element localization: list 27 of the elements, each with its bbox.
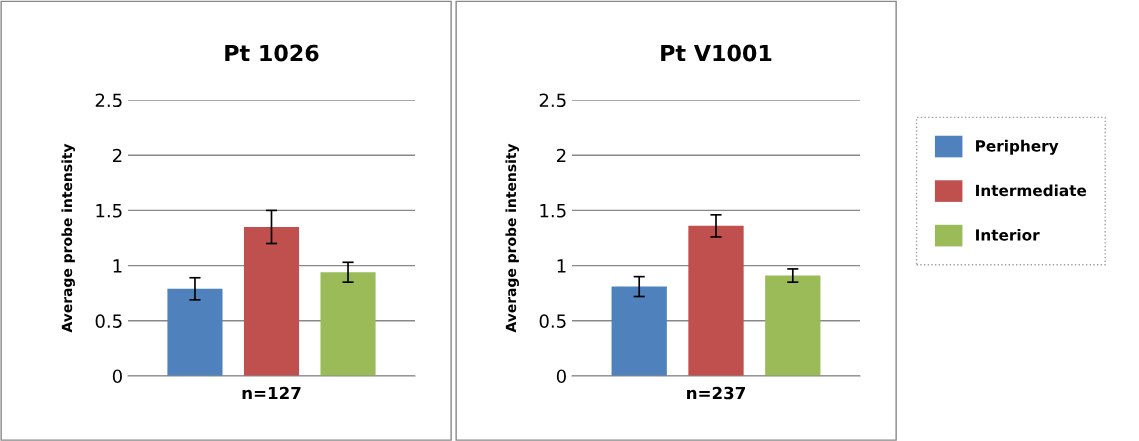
y-tick-label: 1.5 bbox=[540, 204, 566, 218]
bar bbox=[611, 286, 667, 376]
y-tick-label: 0 bbox=[112, 369, 122, 384]
y-tick-label: 1 bbox=[557, 259, 566, 273]
y-tick-label: 0.5 bbox=[539, 314, 566, 328]
y-tick-label: 1.5 bbox=[96, 204, 122, 218]
bar bbox=[320, 272, 376, 376]
bar bbox=[765, 275, 821, 376]
legend-label: Interior bbox=[976, 228, 1040, 241]
y-tick-label: 1 bbox=[113, 259, 122, 273]
y-tick-label: 2 bbox=[112, 148, 122, 163]
chart-title: Pt V1001 bbox=[661, 44, 772, 62]
x-axis-title: n=127 bbox=[242, 386, 301, 400]
y-tick-label: 2.5 bbox=[539, 93, 566, 108]
legend-label: Periphery bbox=[976, 139, 1059, 155]
y-tick-label: 0 bbox=[556, 369, 566, 384]
bar bbox=[167, 288, 223, 376]
y-tick-label: 2.5 bbox=[95, 93, 122, 108]
y-tick-label: 2 bbox=[556, 148, 566, 163]
legend-label: Intermediate bbox=[976, 184, 1087, 197]
bar bbox=[688, 225, 744, 376]
x-axis-title: n=237 bbox=[687, 386, 745, 400]
bar bbox=[243, 226, 300, 376]
chart-title: Pt 1026 bbox=[225, 44, 319, 62]
y-tick-label: 0.5 bbox=[95, 314, 122, 328]
y-axis-title: Average probe intensity bbox=[505, 143, 519, 333]
y-axis-title: Average probe intensity bbox=[61, 143, 75, 333]
